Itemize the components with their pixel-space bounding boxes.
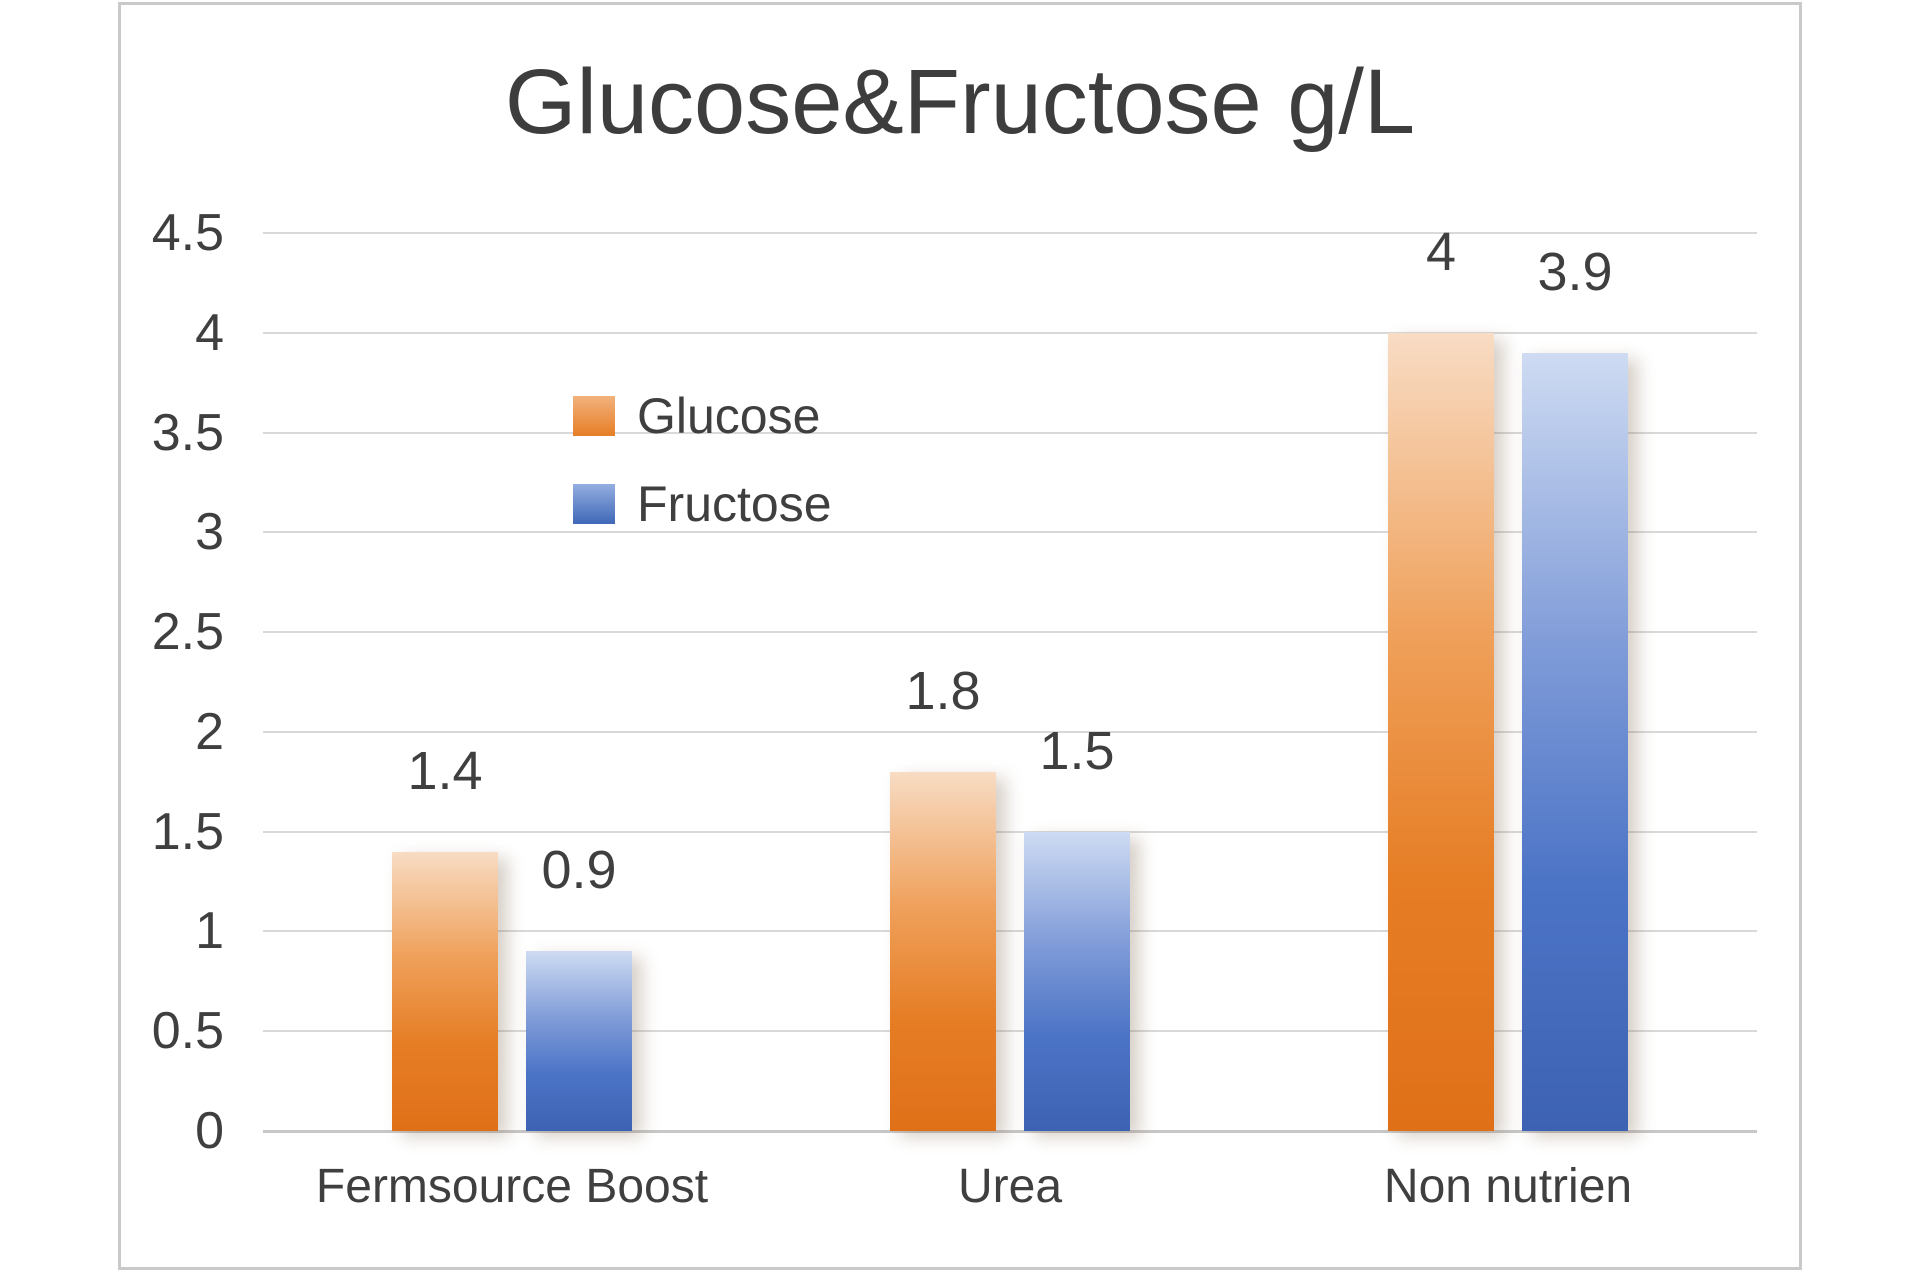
legend-label-fructose: Fructose (637, 476, 832, 532)
gridline-y-2 (263, 730, 1757, 733)
gridline-y-1 (263, 930, 1757, 933)
x-category-label-0: Fermsource Boost (315, 1160, 709, 1213)
legend-label-glucose: Glucose (637, 388, 821, 444)
gridline-y-3 (263, 531, 1757, 534)
y-tick-label-0: 0 (195, 1102, 224, 1160)
gridline-y-0.5 (263, 1030, 1757, 1033)
legend-swatch-glucose (573, 396, 615, 436)
legend-swatch-fructose (573, 484, 615, 524)
data-label-glucose-2: 4 (1425, 221, 1457, 282)
gridline-y-2.5 (263, 631, 1757, 634)
data-label-fructose-0: 0.9 (541, 840, 617, 901)
y-tick-label-1: 1 (195, 902, 224, 961)
y-tick-label-4.5: 4.5 (151, 204, 224, 262)
bar-fructose-1[interactable] (1024, 831, 1130, 1131)
legend: Glucose Fructose (573, 388, 832, 568)
y-tick-label-2: 2 (195, 702, 224, 761)
bar-fructose-0[interactable] (526, 951, 632, 1131)
bar-glucose-0[interactable] (392, 851, 498, 1131)
y-tick-label-3.5: 3.5 (151, 403, 224, 462)
x-category-label-1: Urea (957, 1160, 1063, 1213)
chart-title: Glucose&Fructose g/L (504, 51, 1416, 153)
x-category-label-2: Non nutrien (1383, 1160, 1633, 1213)
y-tick-label-3: 3 (195, 503, 224, 562)
gridline-y-0 (263, 1130, 1757, 1133)
bar-fructose-2[interactable] (1522, 352, 1628, 1131)
data-label-fructose-1: 1.5 (1039, 720, 1115, 781)
y-tick-label-0.5: 0.5 (151, 1002, 224, 1061)
data-label-glucose-0: 1.4 (407, 740, 483, 801)
gridline-y-1.5 (263, 830, 1757, 833)
legend-item-fructose[interactable]: Fructose (573, 476, 832, 532)
y-tick-label-4: 4 (195, 303, 224, 362)
plot-area: 1.4 0.9 1.8 1.5 4 3.9 (263, 222, 1757, 1133)
y-tick-label-1.5: 1.5 (151, 802, 224, 861)
gridline-y-3.5 (263, 431, 1757, 434)
gridline-y-4.5 (263, 232, 1757, 234)
bar-glucose-2[interactable] (1388, 332, 1494, 1131)
data-label-fructose-2: 3.9 (1537, 241, 1613, 302)
y-tick-label-2.5: 2.5 (151, 603, 224, 662)
bar-glucose-1[interactable] (890, 771, 996, 1131)
legend-item-glucose[interactable]: Glucose (573, 388, 832, 444)
data-label-glucose-1: 1.8 (905, 660, 981, 721)
gridline-y-4 (263, 331, 1757, 334)
